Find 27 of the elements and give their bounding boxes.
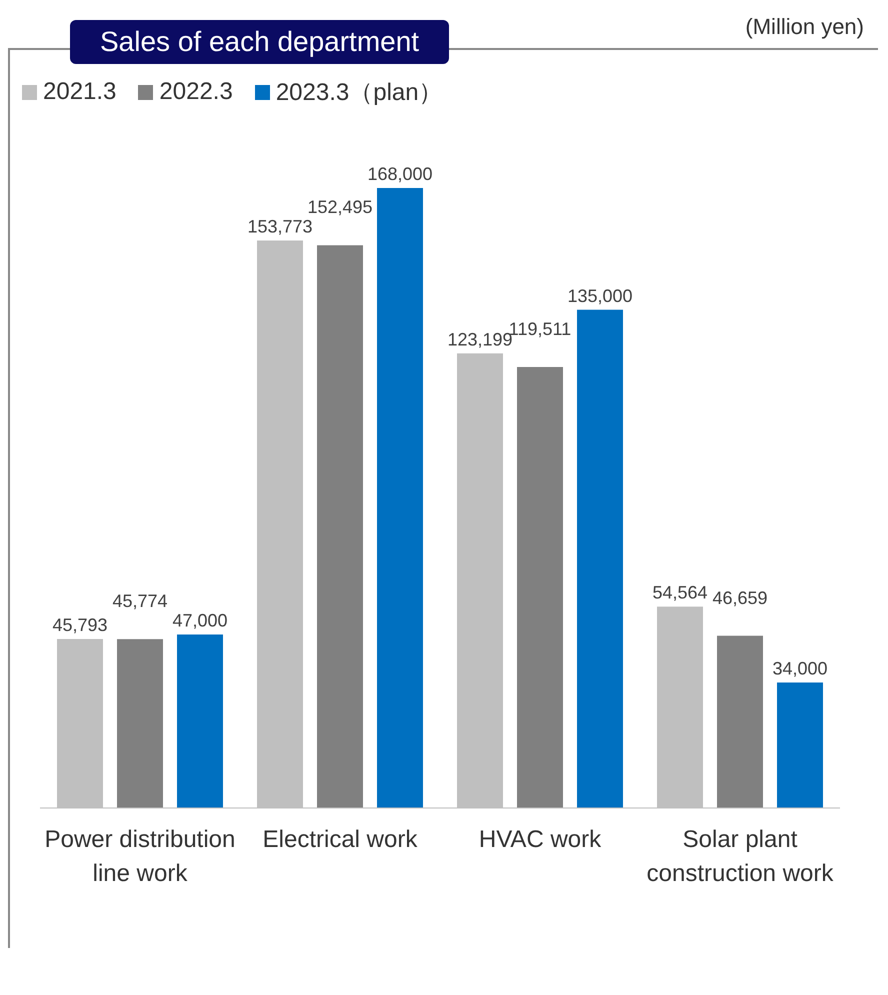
text: (Million yen) [745,14,864,40]
data-label: 168,000 [367,164,433,184]
bar [177,634,223,808]
data-label: 45,793 [52,615,108,635]
legend-label: 2022.3 [159,78,233,106]
data-label: 34,000 [772,658,828,679]
x-tick-label: HVAC work [478,826,602,854]
bar [577,310,623,808]
bar [117,639,163,808]
legend-label: 2021.3 [43,78,116,106]
x-tick-label: Electrical work [262,826,418,854]
data-label: 153,773 [247,216,313,237]
legend-label: 2023.3（plan） [276,78,443,108]
data-label: 152,495 [307,197,373,218]
data-label: 46,659 [712,588,768,608]
bar [377,188,423,808]
x-tick-label: Solar plant construction work [646,826,834,888]
bar [517,366,563,808]
x-tick-label: Power distribution line work [44,826,236,888]
bar [317,245,363,808]
data-label: 45,774 [112,591,168,612]
bar [717,636,763,808]
bar [777,682,823,808]
chart-title: Sales of each department [70,20,450,64]
data-label: 54,564 [652,582,708,603]
data-label: 47,000 [172,610,228,631]
data-label: 135,000 [567,286,633,306]
